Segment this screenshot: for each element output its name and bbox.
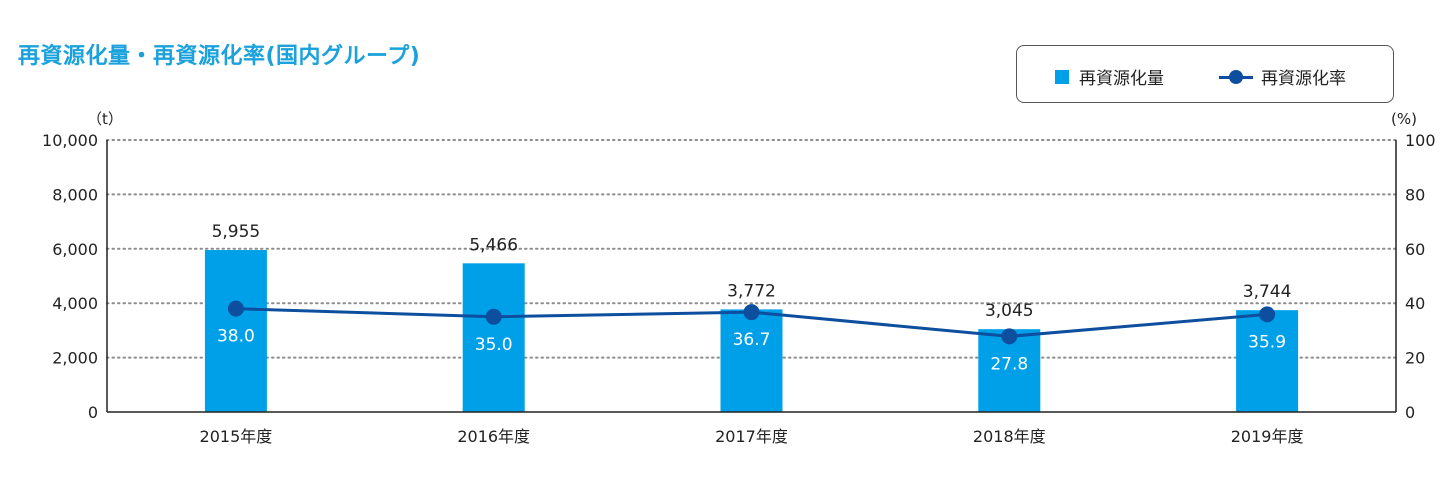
- legend: 再資源化量 再資源化率: [1016, 45, 1394, 103]
- bar-value-label: 5,466: [469, 235, 518, 255]
- legend-item-volume: 再資源化量: [1055, 64, 1164, 89]
- rate-value-label: 36.7: [733, 330, 771, 350]
- y-left-tick-label: 10,000: [42, 131, 98, 150]
- bar: [204, 250, 267, 412]
- bar-value-label: 3,744: [1243, 282, 1292, 302]
- x-tick-label: 2019年度: [1231, 427, 1304, 446]
- bar: [720, 309, 783, 412]
- rate-value-label: 38.0: [217, 327, 255, 347]
- x-tick-label: 2017年度: [715, 427, 788, 446]
- x-tick-label: 2015年度: [200, 427, 273, 446]
- legend-label-rate: 再資源化率: [1261, 69, 1346, 89]
- rate-point: [1259, 306, 1276, 323]
- legend-item-rate: 再資源化率: [1219, 64, 1346, 89]
- y-right-tick-label: 20: [1405, 349, 1425, 368]
- bar: [1236, 310, 1299, 412]
- y-right-tick-label: 0: [1405, 403, 1415, 422]
- bar-value-label: 3,045: [985, 301, 1034, 321]
- rate-value-label: 35.9: [1248, 332, 1286, 352]
- y-right-tick-label: 60: [1405, 240, 1425, 259]
- rate-point: [485, 308, 502, 325]
- line-marker-swatch-icon: [1219, 69, 1253, 84]
- rate-point: [743, 304, 760, 321]
- x-tick-label: 2018年度: [973, 427, 1046, 446]
- y-right-unit: (%): [1391, 110, 1417, 128]
- y-left-tick-label: 4,000: [52, 294, 98, 313]
- y-left-tick-label: 2,000: [52, 349, 98, 368]
- rate-point: [1001, 328, 1018, 345]
- rate-value-label: 27.8: [990, 354, 1028, 374]
- y-left-tick-label: 6,000: [52, 240, 98, 259]
- y-right-tick-label: 100: [1405, 131, 1436, 150]
- bar-value-label: 5,955: [212, 222, 261, 242]
- chart-title: 再資源化量・再資源化率(国内グループ): [18, 44, 421, 69]
- y-left-tick-label: 0: [88, 403, 98, 422]
- rate-point: [227, 300, 244, 317]
- legend-label-volume: 再資源化量: [1079, 69, 1164, 89]
- bar-value-label: 3,772: [727, 281, 776, 301]
- bar-swatch-icon: [1055, 69, 1069, 84]
- rate-value-label: 35.0: [475, 335, 513, 355]
- bar: [462, 263, 525, 412]
- y-right-tick-label: 80: [1405, 185, 1425, 204]
- y-left-tick-label: 8,000: [52, 185, 98, 204]
- x-tick-label: 2016年度: [457, 427, 530, 446]
- y-left-unit: （t）: [87, 110, 123, 128]
- y-right-tick-label: 40: [1405, 294, 1425, 313]
